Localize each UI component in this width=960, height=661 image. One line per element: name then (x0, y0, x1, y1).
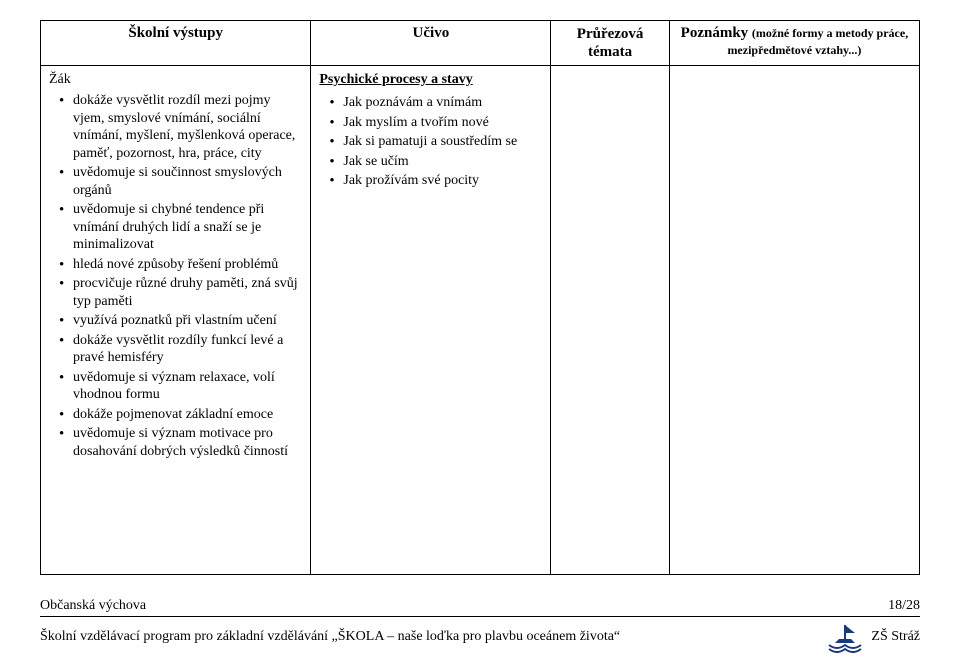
curriculum-table: Školní výstupy Učivo Průřezová témata Po… (40, 20, 920, 575)
header-notes-sub: (možné formy a metody práce, mezipředmět… (727, 26, 908, 57)
list-item: Jak poznávám a vnímám (343, 94, 542, 112)
list-item: dokáže vysvětlit rozdíl mezi pojmy vjem,… (73, 92, 302, 162)
content-list: Jak poznávám a vnímám Jak myslím a tvoří… (319, 94, 542, 190)
list-item: Jak si pamatuji a soustředím se (343, 133, 542, 151)
cell-content: Psychické procesy a stavy Jak poznávám a… (311, 66, 551, 575)
footer-divider (40, 616, 920, 617)
page-footer: Občanská výchova 18/28 Školní vzdělávací… (40, 598, 920, 653)
list-item: Jak prožívám své pocity (343, 172, 542, 190)
list-item: uvědomuje si chybné tendence při vnímání… (73, 201, 302, 254)
list-item: uvědomuje si význam motivace pro dosahov… (73, 425, 302, 460)
footer-page-number: 18/28 (888, 598, 920, 614)
list-item: procvičuje různé druhy paměti, zná svůj … (73, 275, 302, 310)
list-item: využívá poznatků při vlastním učení (73, 312, 302, 330)
footer-top-row: Občanská výchova 18/28 (40, 598, 920, 614)
outputs-list: dokáže vysvětlit rozdíl mezi pojmy vjem,… (49, 92, 302, 460)
header-cross-topics-line1: Průřezová (577, 26, 644, 42)
header-notes: Poznámky (možné formy a metody práce, me… (669, 21, 919, 66)
table-row: Žák dokáže vysvětlit rozdíl mezi pojmy v… (41, 66, 920, 575)
cell-cross-topics (551, 66, 669, 575)
list-item: dokáže pojmenovat základní emoce (73, 406, 302, 424)
header-cross-topics: Průřezová témata (551, 21, 669, 66)
boat-logo-icon (825, 621, 865, 653)
list-item: Jak myslím a tvořím nové (343, 114, 542, 132)
header-cross-topics-line2: témata (588, 44, 632, 60)
list-item: uvědomuje si význam relaxace, volí vhodn… (73, 369, 302, 404)
list-item: uvědomuje si součinnost smyslových orgán… (73, 164, 302, 199)
page-container: Školní výstupy Učivo Průřezová témata Po… (0, 0, 960, 661)
content-section-title: Psychické procesy a stavy (319, 72, 542, 88)
cell-notes (669, 66, 919, 575)
header-content: Učivo (311, 21, 551, 66)
list-item: Jak se učím (343, 153, 542, 171)
footer-subject: Občanská výchova (40, 598, 146, 614)
header-outputs: Školní výstupy (41, 21, 311, 66)
list-item: dokáže vysvětlit rozdíly funkcí levé a p… (73, 332, 302, 367)
outputs-lead: Žák (49, 72, 302, 88)
footer-right-group: ZŠ Stráž (819, 621, 920, 653)
footer-school: ZŠ Stráž (871, 629, 920, 645)
list-item: hledá nové způsoby řešení problémů (73, 256, 302, 274)
footer-program-text: Školní vzdělávací program pro základní v… (40, 629, 620, 645)
header-notes-main: Poznámky (681, 25, 749, 41)
cell-outputs: Žák dokáže vysvětlit rozdíl mezi pojmy v… (41, 66, 311, 575)
table-header-row: Školní výstupy Učivo Průřezová témata Po… (41, 21, 920, 66)
footer-bottom-row: Školní vzdělávací program pro základní v… (40, 621, 920, 653)
